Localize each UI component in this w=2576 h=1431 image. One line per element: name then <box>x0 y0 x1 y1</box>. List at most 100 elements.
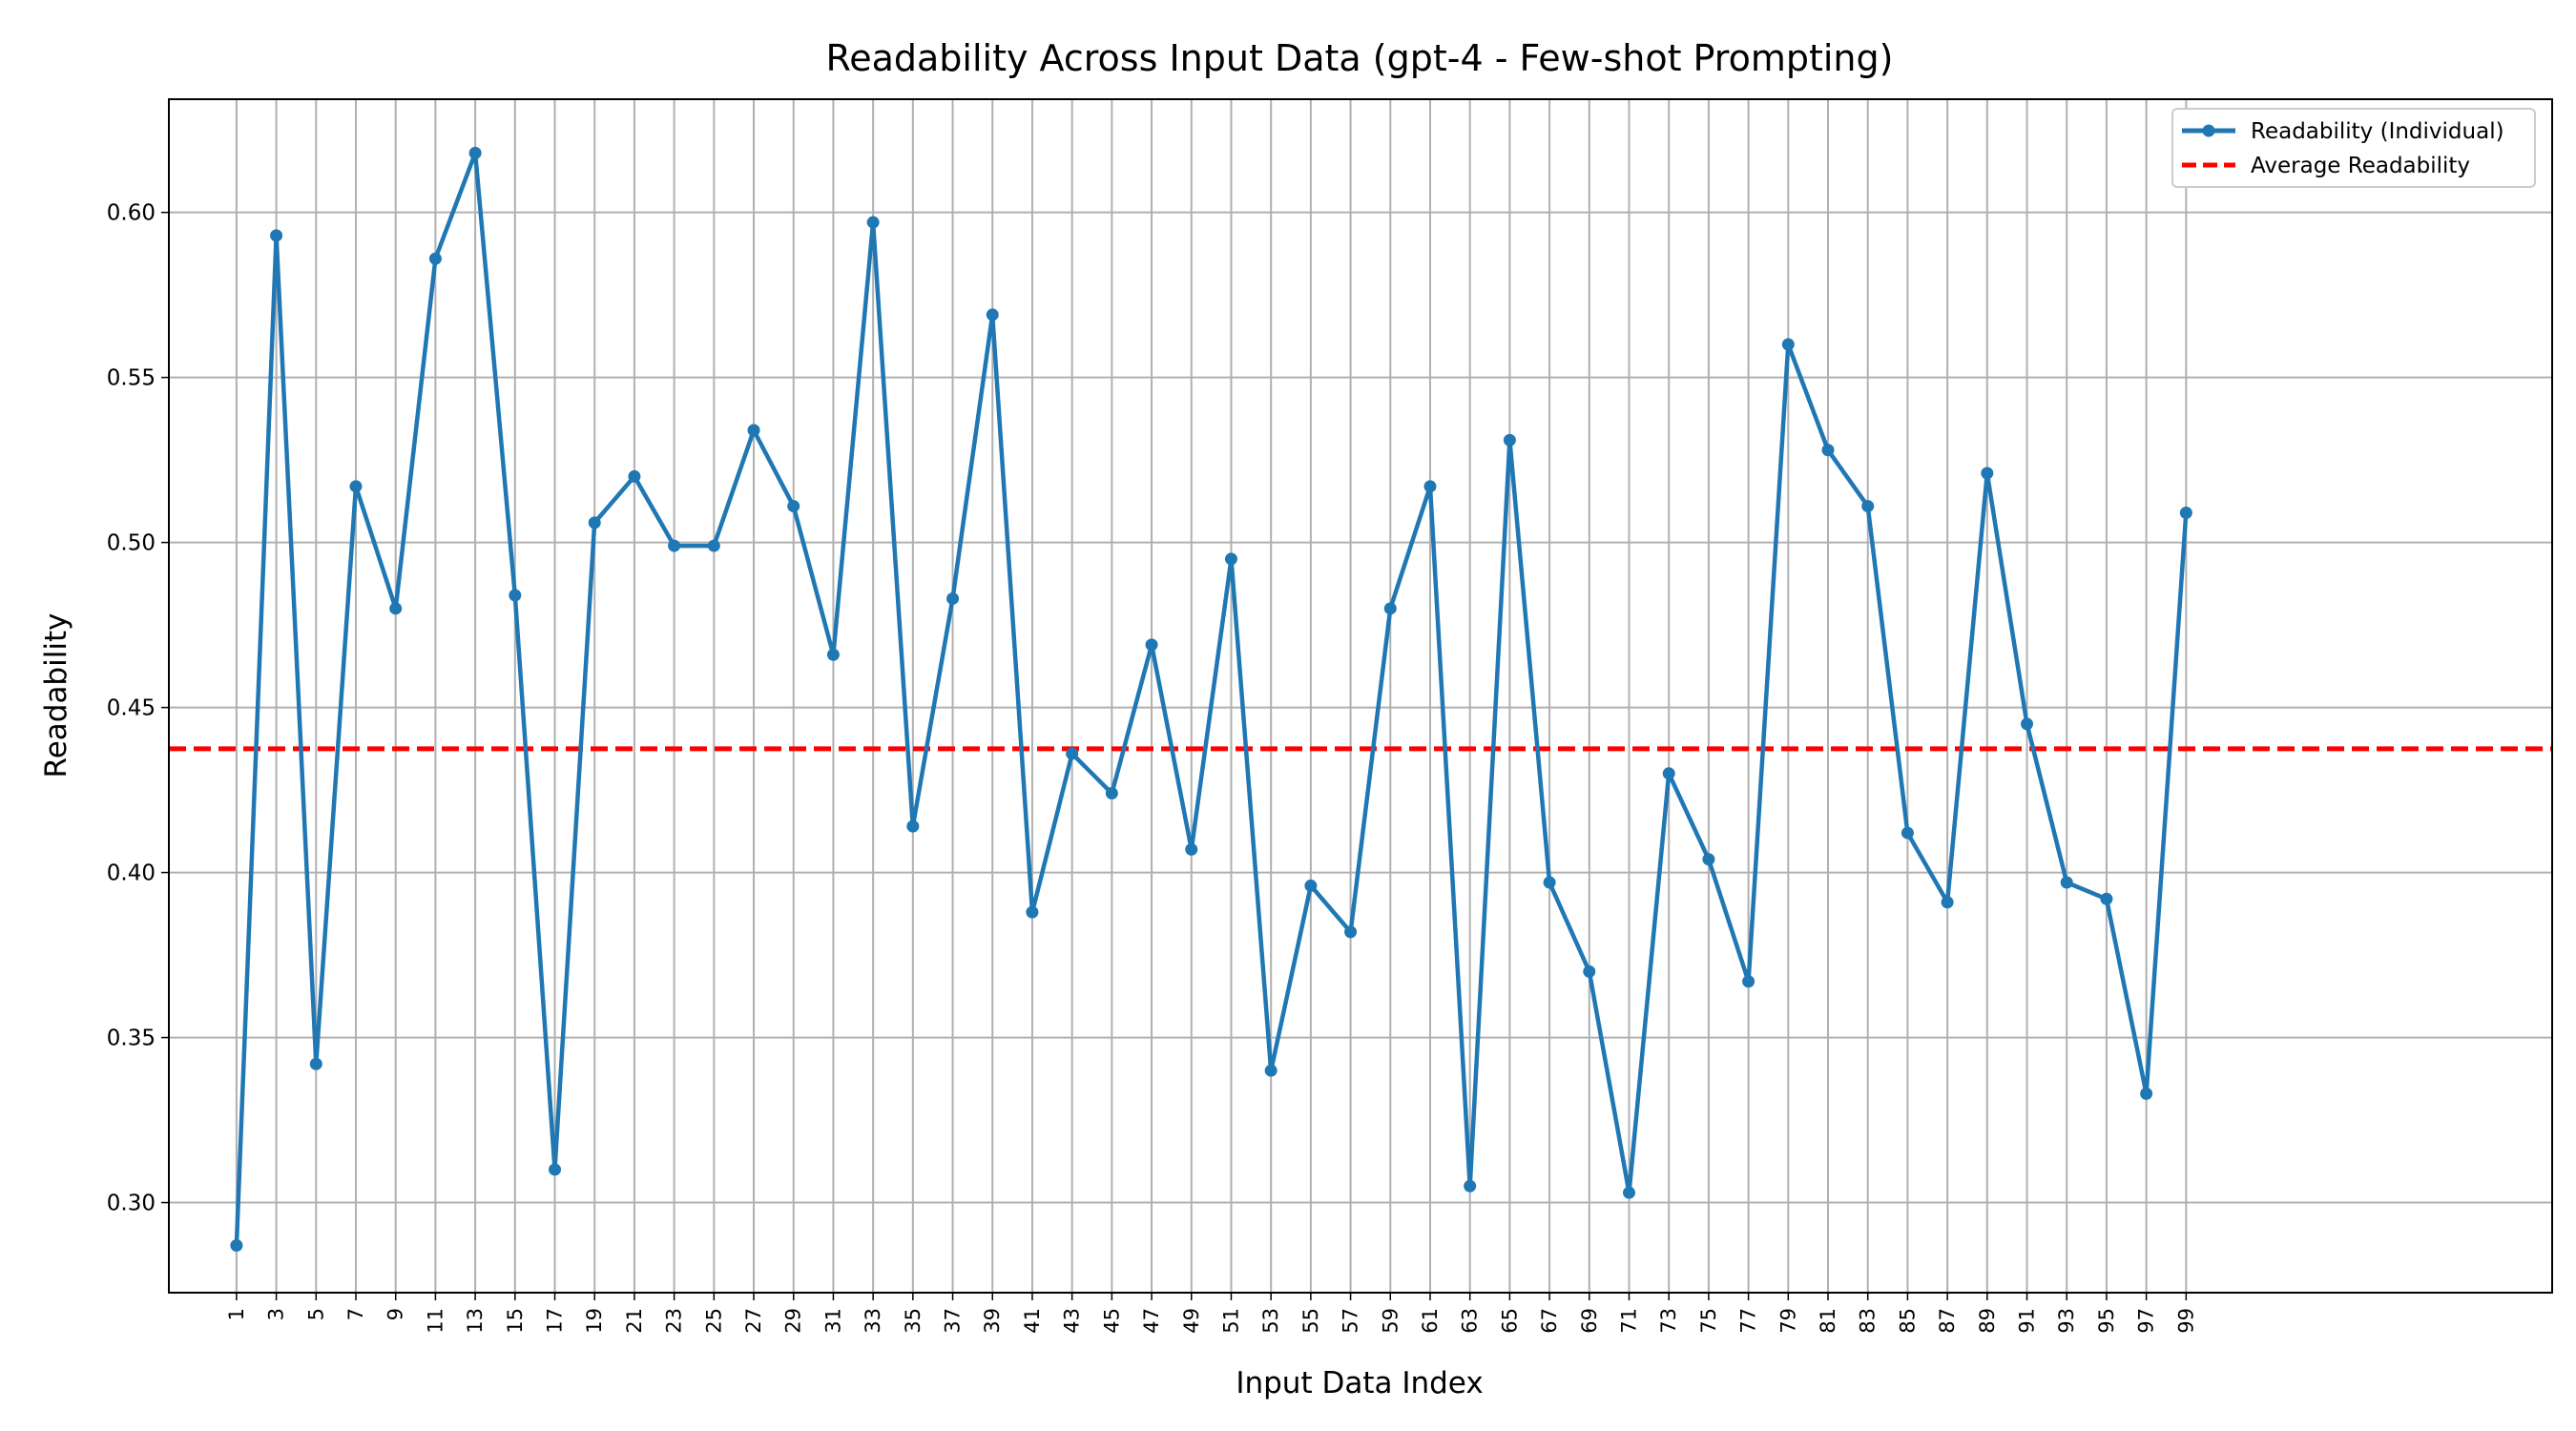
x-tick-label: 89 <box>1976 1308 1999 1334</box>
x-tick-label: 69 <box>1578 1308 1601 1334</box>
data-point <box>1304 879 1318 892</box>
x-tick-label: 71 <box>1617 1308 1640 1334</box>
legend-label-individual: Readability (Individual) <box>2251 119 2504 144</box>
data-point <box>946 591 960 605</box>
x-axis-label: Input Data Index <box>1236 1366 1483 1400</box>
x-tick-label: 3 <box>265 1308 288 1320</box>
x-tick-label: 15 <box>504 1308 527 1334</box>
x-tick-label: 97 <box>2135 1308 2158 1334</box>
data-point <box>1026 905 1039 919</box>
x-tick-label: 53 <box>1259 1308 1282 1334</box>
legend-marker-individual <box>2202 124 2215 137</box>
x-tick-label: 39 <box>981 1308 1004 1334</box>
x-tick-label: 25 <box>702 1308 725 1334</box>
legend-box <box>2171 108 2536 188</box>
x-tick-label: 45 <box>1100 1308 1123 1334</box>
x-tick-label: 65 <box>1498 1308 1521 1334</box>
data-point <box>1066 747 1079 760</box>
y-tick-label: 0.40 <box>107 861 156 886</box>
x-tick-label: 63 <box>1459 1308 1482 1334</box>
data-point <box>468 146 482 159</box>
x-tick-label: 55 <box>1299 1308 1322 1334</box>
data-point <box>1423 480 1437 493</box>
data-point <box>309 1057 322 1070</box>
data-point <box>1185 842 1198 856</box>
data-point <box>628 469 641 483</box>
data-point <box>1821 444 1835 457</box>
x-tick-label: 37 <box>942 1308 965 1334</box>
readability-series-line <box>234 151 2189 1246</box>
data-point <box>2100 892 2113 905</box>
x-tick-label: 19 <box>583 1308 606 1334</box>
series-layer <box>230 146 2192 1253</box>
data-point <box>1941 896 1954 909</box>
data-point <box>1622 1186 1635 1199</box>
x-tick-label: 99 <box>2174 1308 2197 1334</box>
data-point <box>986 308 999 321</box>
x-tick-label: 51 <box>1219 1308 1242 1334</box>
x-tick-label: 81 <box>1817 1308 1839 1334</box>
x-tick-label: 7 <box>344 1308 367 1320</box>
x-tick-label: 11 <box>424 1308 447 1334</box>
x-tick-label: 83 <box>1857 1308 1880 1334</box>
chart-title: Readability Across Input Data (gpt-4 - F… <box>826 37 1894 79</box>
data-point <box>1145 638 1158 652</box>
y-tick-label: 0.55 <box>107 366 156 391</box>
x-tick-label: 31 <box>821 1308 844 1334</box>
data-point <box>1224 552 1237 566</box>
data-point <box>826 648 840 661</box>
data-point <box>1702 853 1715 866</box>
data-point <box>588 516 601 529</box>
x-tick-label: 43 <box>1061 1308 1084 1334</box>
legend: Readability (Individual) Average Readabi… <box>2171 108 2536 188</box>
data-point <box>668 539 681 552</box>
x-tick-label: 57 <box>1340 1308 1362 1334</box>
data-point <box>1543 876 1556 889</box>
x-tick-label: 59 <box>1379 1308 1402 1334</box>
y-tick-label: 0.60 <box>107 201 156 226</box>
data-point <box>1742 975 1755 988</box>
data-point <box>2140 1087 2153 1100</box>
x-tick-label: 13 <box>464 1308 487 1334</box>
data-point <box>707 539 720 552</box>
data-point <box>509 589 522 602</box>
x-tick-label: 41 <box>1021 1308 1044 1334</box>
x-tick-label: 35 <box>902 1308 924 1334</box>
x-tick-label: 85 <box>1896 1308 1919 1334</box>
x-tick-label: 93 <box>2055 1308 2078 1334</box>
data-point <box>1383 602 1397 615</box>
y-tick-label: 0.30 <box>107 1192 156 1216</box>
x-tick-label: 67 <box>1538 1308 1561 1334</box>
x-tick-label: 17 <box>544 1308 567 1334</box>
data-point <box>270 229 283 242</box>
data-point <box>389 602 403 615</box>
data-point <box>1781 338 1795 351</box>
data-point <box>1981 467 1994 480</box>
x-tick-label: 1 <box>225 1308 248 1320</box>
data-point <box>1344 925 1358 939</box>
data-point <box>1105 787 1118 800</box>
x-axis-ticks: 1 3 5 7 9 11 13 15 17 19 21 23 25 27 29 31 33 35 37 39 41 43 4… <box>225 1293 2197 1334</box>
x-tick-label: 73 <box>1657 1308 1680 1334</box>
y-tick-label: 0.35 <box>107 1027 156 1051</box>
grid <box>169 99 2552 1293</box>
x-tick-label: 5 <box>304 1308 327 1320</box>
x-tick-label: 33 <box>862 1308 884 1334</box>
legend-label-average: Average Readability <box>2251 154 2470 178</box>
data-point <box>349 480 363 493</box>
data-point <box>1264 1064 1278 1077</box>
x-tick-label: 79 <box>1776 1308 1799 1334</box>
y-tick-label: 0.45 <box>107 696 156 721</box>
data-point <box>747 424 760 437</box>
data-point <box>428 252 442 265</box>
data-point <box>549 1163 562 1176</box>
x-tick-label: 9 <box>384 1308 407 1320</box>
x-tick-label: 23 <box>663 1308 686 1334</box>
data-point <box>906 819 920 833</box>
data-point <box>2179 506 2192 519</box>
data-point <box>787 500 800 513</box>
y-tick-label: 0.50 <box>107 531 156 556</box>
x-tick-label: 27 <box>742 1308 765 1334</box>
x-tick-label: 21 <box>623 1308 646 1334</box>
